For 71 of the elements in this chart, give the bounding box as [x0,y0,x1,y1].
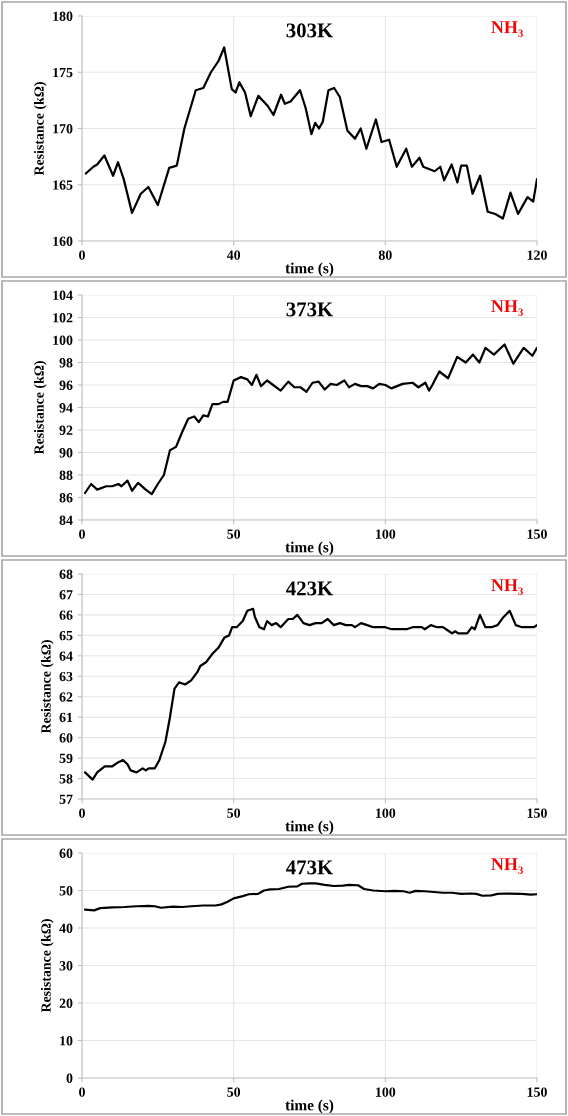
y-tick-label: 58 [59,774,73,784]
y-tick-label: 61 [59,712,73,723]
line-series [84,46,537,220]
x-tick-label: 0 [79,1087,85,1097]
line-series [83,607,537,781]
y-tick-label: 96 [59,380,73,390]
chart-title: 303K [286,23,334,38]
y-tick-label: 68 [59,569,73,579]
y-tick-label: 30 [59,961,73,971]
y-axis-title: Resistance (kΩ) [40,919,54,1013]
y-tick-label: 57 [59,794,73,804]
x-tick-label: 0 [79,808,85,818]
annotation: NH₃ [491,579,523,595]
y-tick-label: 175 [53,67,73,78]
y-tick-label: 0 [66,1073,73,1083]
chart-title: 423K [286,581,334,596]
line-series [83,882,537,912]
chart-title: 373K [286,302,334,317]
x-tick-label: 0 [79,250,85,260]
y-axis-title: Resistance (kΩ) [33,82,47,176]
y-tick-label: 92 [59,425,73,435]
x-tick-label: 150 [527,529,547,539]
x-tick-label: 80 [378,250,392,260]
y-tick-label: 62 [59,692,73,702]
x-tick-label: 50 [227,1087,241,1097]
x-axis-title: time (s) [285,262,334,277]
x-tick-label: 150 [527,808,547,818]
y-tick-label: 170 [53,124,73,134]
y-tick-label: 86 [59,493,73,503]
y-tick-label: 98 [59,358,73,368]
y-tick-label: 40 [59,923,73,933]
y-tick-label: 102 [53,313,73,323]
y-tick-label: 60 [59,733,73,743]
y-tick-label: 94 [59,403,73,413]
y-tick-label: 165 [53,180,73,190]
line-series [83,343,537,496]
y-axis-title: Resistance (kΩ) [40,640,54,734]
x-axis-title: time (s) [285,1099,334,1114]
y-tick-label: 66 [59,610,73,620]
y-tick-label: 60 [59,848,73,858]
y-tick-label: 84 [59,515,73,525]
y-tick-label: 88 [59,470,73,480]
y-tick-label: 160 [53,236,73,246]
annotation: NH₃ [491,300,523,316]
annotation: NH₃ [491,858,523,874]
y-tick-label: 20 [59,998,73,1008]
x-tick-label: 120 [527,250,547,260]
x-tick-label: 40 [226,250,241,260]
x-axis-title: time (s) [285,541,334,556]
x-tick-label: 100 [376,808,396,818]
y-tick-label: 104 [53,290,73,300]
x-tick-label: 50 [227,529,241,539]
y-tick-label: 63 [59,671,73,682]
chart-title: 473K [286,860,334,875]
y-tick-label: 50 [59,886,73,896]
x-tick-label: 50 [227,808,241,818]
y-tick-label: 90 [59,448,73,458]
x-tick-label: 0 [79,529,85,539]
y-tick-label: 10 [60,1036,73,1046]
annotation: NH₃ [491,21,523,37]
y-tick-label: 100 [53,335,73,345]
x-tick-label: 150 [527,1087,547,1097]
y-tick-label: 65 [59,630,73,641]
y-tick-label: 64 [59,651,73,661]
x-axis-title: time (s) [285,820,334,835]
y-tick-label: 67 [59,590,73,600]
y-axis-title: Resistance (kΩ) [33,361,47,455]
y-tick-label: 180 [53,11,73,21]
x-tick-label: 100 [376,529,396,539]
x-tick-label: 100 [376,1087,396,1097]
y-tick-label: 59 [59,753,73,764]
